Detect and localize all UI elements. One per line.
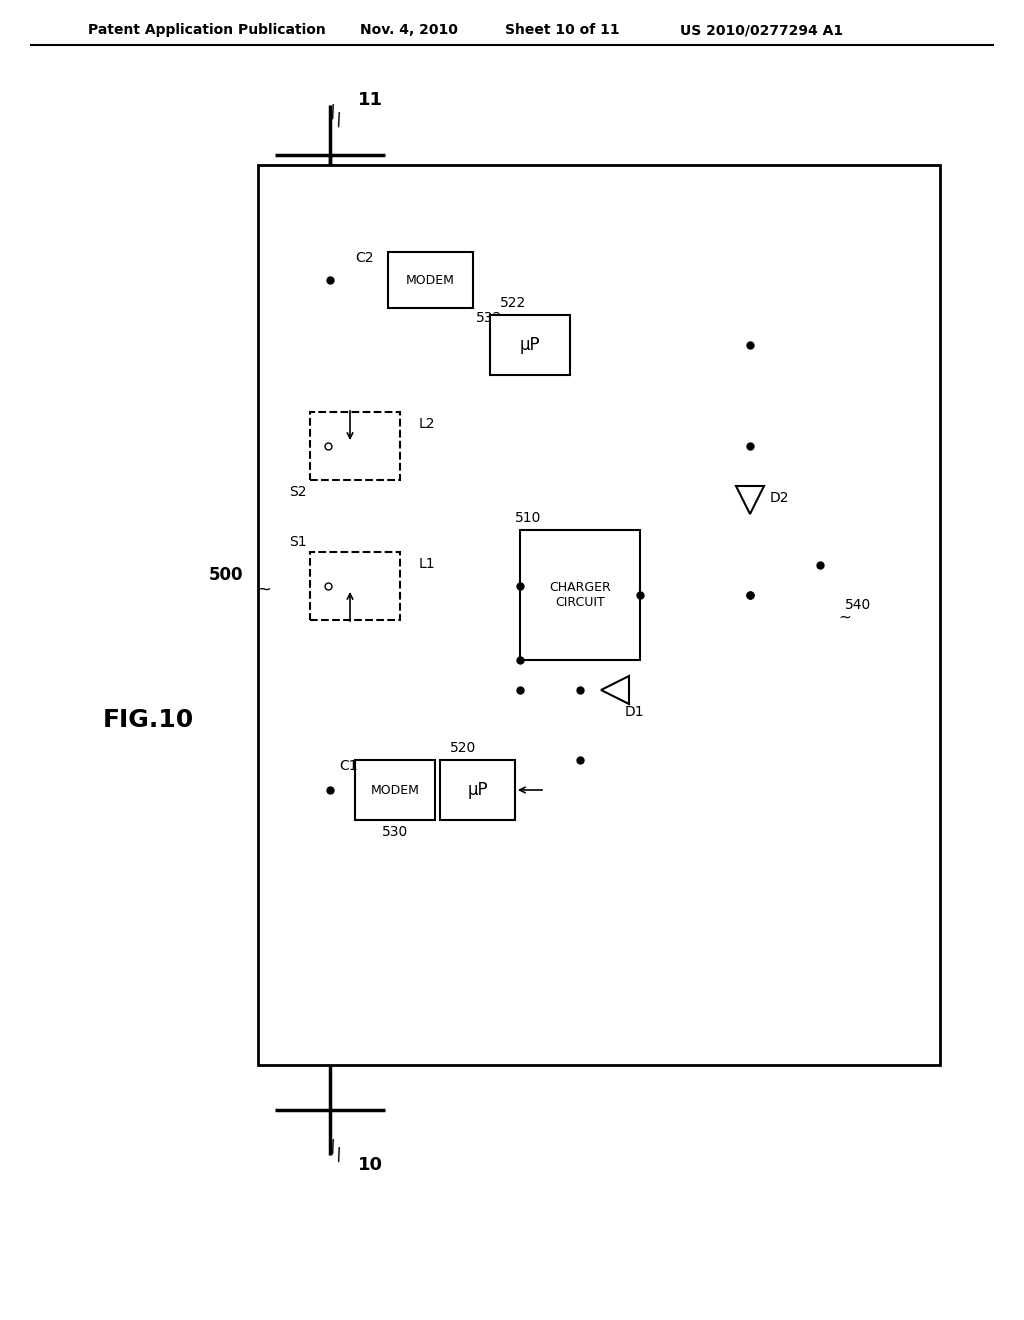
Text: 11: 11: [358, 91, 383, 110]
Bar: [310, 552, 400, 620]
Text: D2: D2: [770, 491, 790, 506]
Text: 540: 540: [845, 598, 871, 612]
Text: C2: C2: [354, 251, 374, 265]
Bar: [355, 760, 435, 820]
Bar: [310, 412, 400, 480]
Text: 522: 522: [500, 296, 526, 310]
Text: /: /: [328, 1138, 338, 1156]
Text: US 2010/0277294 A1: US 2010/0277294 A1: [680, 22, 843, 37]
Text: 10: 10: [358, 1156, 383, 1173]
Text: ~: ~: [256, 581, 271, 599]
Text: ~: ~: [838, 610, 851, 624]
Text: /: /: [328, 103, 338, 121]
Text: CHARGER
CIRCUIT: CHARGER CIRCUIT: [549, 581, 611, 609]
Text: 532: 532: [476, 312, 502, 325]
Text: Patent Application Publication: Patent Application Publication: [88, 22, 326, 37]
Text: FIG.10: FIG.10: [102, 708, 194, 733]
Text: /: /: [334, 1146, 344, 1164]
Bar: [258, 165, 940, 1065]
Text: 510: 510: [515, 511, 542, 525]
Text: μP: μP: [520, 337, 541, 354]
Text: L1: L1: [419, 557, 435, 572]
Bar: [440, 760, 515, 820]
Bar: [490, 315, 570, 375]
Text: S2: S2: [290, 484, 307, 499]
Text: MODEM: MODEM: [407, 273, 455, 286]
Polygon shape: [736, 486, 764, 513]
Polygon shape: [601, 676, 629, 704]
Text: S1: S1: [290, 535, 307, 549]
Text: MODEM: MODEM: [371, 784, 420, 796]
Text: L2: L2: [419, 417, 435, 432]
Text: Nov. 4, 2010: Nov. 4, 2010: [360, 22, 458, 37]
Bar: [388, 252, 473, 308]
Text: /: /: [334, 111, 344, 129]
Text: 500: 500: [209, 566, 243, 583]
Text: 520: 520: [450, 741, 476, 755]
Text: D1: D1: [625, 705, 645, 719]
Text: C1: C1: [340, 759, 358, 774]
Text: Sheet 10 of 11: Sheet 10 of 11: [505, 22, 620, 37]
Text: 530: 530: [382, 825, 409, 840]
Bar: [520, 531, 640, 660]
Text: μP: μP: [467, 781, 487, 799]
